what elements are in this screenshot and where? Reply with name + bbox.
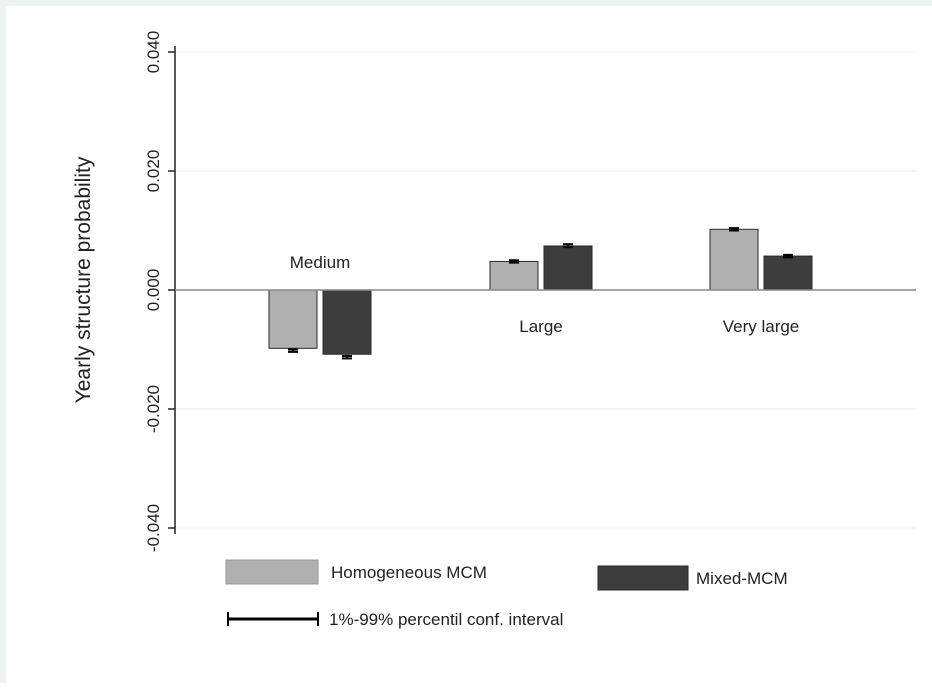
legend-label-mixed: Mixed-MCM	[696, 569, 788, 588]
bar-chart: -0.040 -0.020 0.000 0.020 0.040 Yearly struc…	[72, 31, 916, 629]
y-tick-label: 0.020	[144, 150, 163, 193]
gridlines	[175, 51, 916, 529]
legend-swatch-homogeneous	[225, 559, 319, 585]
category-label: Medium	[290, 253, 350, 272]
category-labels: Medium Large Very large	[290, 253, 800, 336]
bar	[709, 228, 759, 291]
bar	[489, 260, 539, 291]
y-tick-label: -0.020	[144, 385, 163, 433]
category-label: Large	[519, 317, 562, 336]
error-bars	[288, 227, 793, 360]
y-axis: -0.040 -0.020 0.000 0.020 0.040	[144, 31, 176, 552]
y-tick-label: -0.040	[144, 504, 163, 552]
legend-swatch-mixed	[597, 565, 689, 591]
legend-label-ci: 1%-99% percentil conf. interval	[329, 610, 563, 629]
y-axis-title: Yearly structure probability	[72, 156, 95, 403]
bar	[543, 245, 593, 291]
bar	[268, 289, 318, 349]
bar	[322, 289, 372, 355]
y-tick-label: 0.040	[144, 31, 163, 74]
legend: Homogeneous MCM Mixed-MCM 1%-99% percent…	[225, 559, 788, 629]
y-tick-label: 0.000	[144, 269, 163, 312]
bar	[763, 255, 813, 291]
category-label: Very large	[723, 317, 800, 336]
legend-label-homogeneous: Homogeneous MCM	[331, 563, 487, 582]
